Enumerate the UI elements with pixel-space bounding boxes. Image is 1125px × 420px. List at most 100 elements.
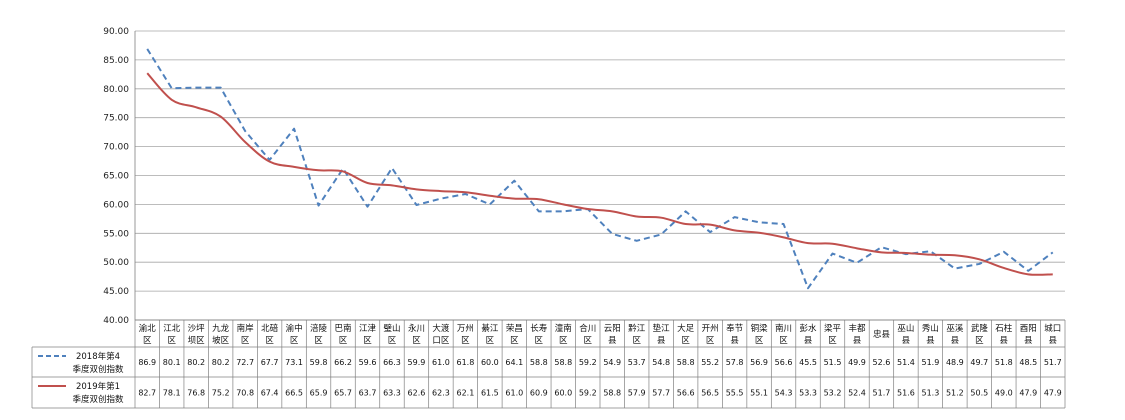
data-label: 50.5 [970, 389, 988, 398]
category-label: 江津 [359, 323, 377, 334]
category-label: 梁平 [824, 324, 842, 334]
data-label: 54.3 [775, 389, 793, 398]
category-label: 县 [730, 336, 739, 346]
category-label: 江北 [163, 324, 181, 334]
data-label: 61.5 [481, 389, 499, 398]
data-label: 47.9 [1019, 389, 1037, 398]
category-label: 区 [584, 336, 593, 346]
category-label: 酉阳 [1020, 324, 1037, 334]
data-label: 86.9 [138, 358, 156, 367]
category-label: 区 [143, 336, 152, 346]
category-label: 区 [412, 336, 421, 346]
data-label: 58.8 [530, 358, 548, 367]
data-label: 49.7 [970, 358, 988, 367]
data-label: 62.6 [408, 389, 426, 398]
category-label: 县 [608, 336, 617, 346]
data-label: 67.7 [261, 358, 279, 367]
category-label: 云阳 [604, 324, 621, 334]
data-label: 49.0 [995, 389, 1013, 398]
data-label: 59.9 [408, 358, 426, 367]
data-label: 80.1 [163, 358, 181, 367]
category-label: 县 [951, 336, 960, 346]
category-label: 区 [510, 336, 519, 346]
category-label: 潼南 [555, 323, 572, 334]
category-label: 垫江 [653, 323, 671, 334]
category-label: 渝中 [286, 323, 303, 334]
category-label: 县 [853, 336, 862, 346]
category-label: 大足 [677, 323, 695, 334]
y-axis-ticks: 40.00 45.00 50.00 55.00 60.00 65.00 70.00 75.00… [103, 27, 129, 326]
data-label: 76.8 [187, 389, 205, 398]
data-label: 60.0 [481, 358, 499, 367]
data-label: 49.9 [848, 358, 866, 367]
data-label: 51.3 [921, 389, 939, 398]
category-label: 巫山 [897, 323, 914, 334]
legend-label: 2018年第4 [76, 351, 120, 362]
data-label: 57.9 [628, 389, 646, 398]
y-tick-label: 40.00 [103, 316, 129, 326]
data-label: 59.2 [579, 358, 597, 367]
data-label: 48.9 [946, 358, 964, 367]
category-label: 綦江 [481, 323, 499, 334]
category-label: 渝北 [139, 323, 157, 334]
category-label: 万州 [457, 324, 474, 334]
category-label: 区 [828, 336, 837, 346]
category-label: 区 [461, 336, 470, 346]
y-tick-label: 85.00 [103, 56, 129, 66]
legend-label: 2019年第1 [76, 381, 120, 392]
data-label: 72.7 [236, 358, 254, 367]
data-label: 56.5 [701, 389, 719, 398]
data-label: 59.6 [359, 358, 377, 367]
category-label: 永川 [408, 323, 425, 334]
category-label: 区 [535, 336, 544, 346]
category-label: 忠县 [873, 330, 891, 340]
data-label: 51.8 [995, 358, 1013, 367]
category-label: 区 [779, 336, 788, 346]
data-label: 45.5 [799, 358, 817, 367]
category-label: 区 [559, 336, 568, 346]
data-label: 58.8 [677, 358, 695, 367]
data-label: 63.3 [383, 389, 401, 398]
category-label: 区 [975, 336, 984, 346]
category-label: 坡区 [212, 335, 230, 346]
category-label: 璧山 [383, 323, 400, 334]
data-label: 73.1 [285, 358, 303, 367]
category-label: 县 [1024, 336, 1033, 346]
data-label: 59.2 [579, 389, 597, 398]
data-label: 54.8 [652, 358, 670, 367]
data-label: 66.5 [285, 389, 303, 398]
data-label: 61.0 [505, 389, 523, 398]
data-label: 48.5 [1019, 358, 1037, 367]
data-label: 53.2 [824, 389, 842, 398]
category-label: 秀山 [922, 323, 939, 334]
series-lines [146, 48, 1054, 290]
data-label: 60.9 [530, 389, 548, 398]
category-label: 区 [486, 336, 495, 346]
data-label: 51.5 [824, 358, 842, 367]
y-tick-label: 60.00 [103, 200, 129, 210]
category-label: 开州 [702, 324, 719, 334]
data-label: 55.5 [726, 389, 744, 398]
category-label: 铜梁 [751, 323, 769, 334]
data-label: 51.4 [897, 358, 915, 367]
category-label: 石柱 [995, 323, 1013, 334]
category-label: 沙坪 [188, 324, 206, 334]
data-label: 57.7 [652, 389, 670, 398]
category-label: 县 [804, 336, 813, 346]
data-label: 62.1 [456, 389, 474, 398]
category-label: 区 [363, 336, 372, 346]
category-label: 口区 [432, 336, 450, 346]
data-label: 53.7 [628, 358, 646, 367]
category-label: 区 [290, 336, 299, 346]
data-label: 58.8 [603, 389, 621, 398]
data-label: 54.9 [603, 358, 621, 367]
legend-label: 季度双创指数 [72, 394, 124, 405]
category-label: 区 [681, 336, 690, 346]
data-label: 75.2 [212, 389, 230, 398]
data-label: 52.4 [848, 389, 866, 398]
data-label: 62.3 [432, 389, 450, 398]
series-line [146, 48, 1054, 290]
category-label: 九龙 [212, 323, 230, 334]
category-label: 区 [388, 336, 397, 346]
